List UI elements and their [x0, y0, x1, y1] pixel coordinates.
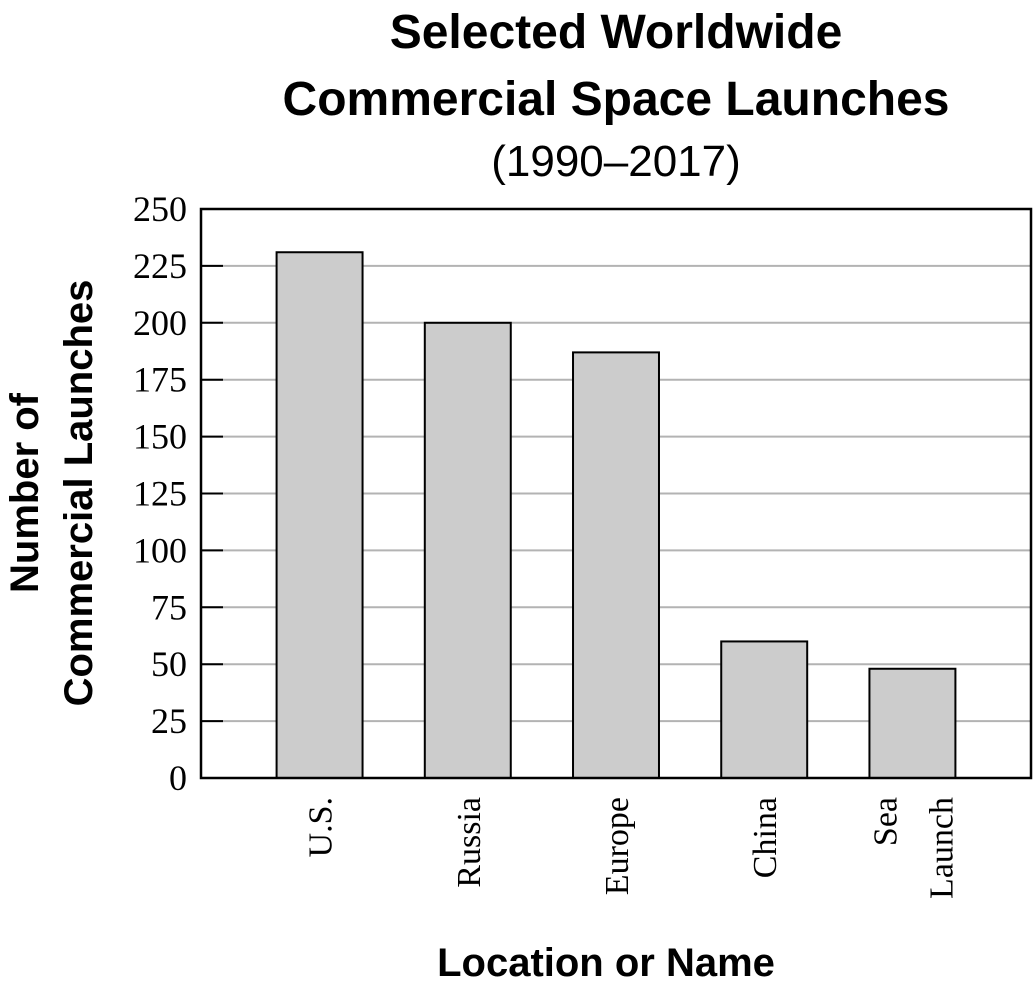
x-axis-categories: U.S. Russia Europe China Sea Launch [303, 797, 961, 899]
y-tick-label: 225 [133, 246, 187, 286]
x-category-label: Europe [599, 797, 636, 895]
bar [572, 351, 660, 779]
x-axis-title: Location or Name [437, 941, 775, 985]
x-category-label: Launch [923, 797, 960, 899]
bar [423, 321, 512, 779]
x-category-label: Sea [867, 797, 904, 846]
y-tick-label: 75 [151, 587, 187, 627]
y-axis-ticks: 0 25 50 75 100 125 150 175 200 225 250 [133, 189, 223, 798]
chart-title-line-1: Selected Worldwide [390, 6, 843, 59]
x-category-label: Russia [451, 797, 488, 888]
bars [275, 251, 957, 780]
y-tick-label: 175 [133, 360, 187, 400]
x-category-label: China [747, 797, 784, 878]
chart-title-line-2: Commercial Space Launches [283, 73, 950, 126]
y-tick-label: 125 [133, 474, 187, 514]
y-tick-label: 100 [133, 530, 187, 570]
y-axis-title-line-2: Commercial Launches [57, 280, 101, 707]
chart-subtitle: (1990–2017) [491, 137, 741, 186]
y-tick-label: 25 [151, 701, 187, 741]
y-tick-label: 0 [169, 758, 187, 798]
y-tick-label: 150 [133, 417, 187, 457]
x-category-label: U.S. [303, 797, 340, 857]
bar [275, 251, 364, 779]
y-tick-label: 200 [133, 303, 187, 343]
y-axis-title-line-1: Number of [3, 392, 47, 593]
y-tick-label: 50 [151, 644, 187, 684]
bar [720, 640, 809, 779]
bar [868, 667, 957, 780]
y-tick-label: 250 [133, 189, 187, 229]
